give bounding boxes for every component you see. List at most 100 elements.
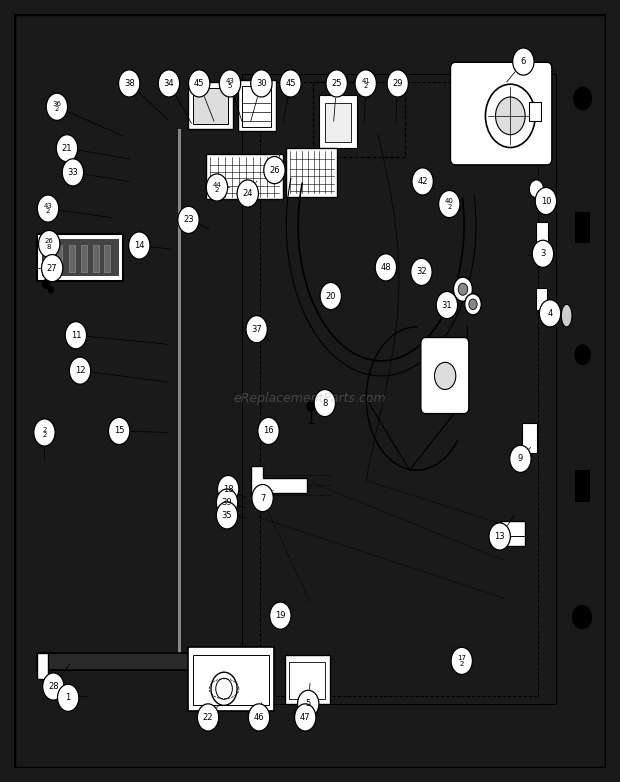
Circle shape	[188, 70, 210, 97]
Text: 36
2: 36 2	[53, 101, 61, 113]
Circle shape	[436, 292, 458, 318]
Text: 27: 27	[47, 264, 58, 273]
Circle shape	[387, 70, 409, 97]
Text: 42: 42	[417, 177, 428, 186]
Text: 32: 32	[416, 267, 427, 276]
Text: 33: 33	[68, 168, 78, 177]
Text: 43
2: 43 2	[43, 203, 53, 214]
Circle shape	[485, 84, 535, 148]
Circle shape	[573, 605, 592, 630]
Text: 45: 45	[194, 79, 205, 88]
Circle shape	[249, 704, 270, 731]
Circle shape	[533, 240, 554, 267]
Text: 21: 21	[62, 144, 73, 152]
Bar	[193, 88, 228, 124]
Text: 2
2: 2 2	[42, 427, 46, 438]
Circle shape	[539, 300, 560, 327]
Text: 43
5: 43 5	[226, 77, 234, 89]
Circle shape	[252, 485, 273, 511]
FancyBboxPatch shape	[451, 63, 552, 165]
Text: 7: 7	[260, 493, 265, 503]
Circle shape	[535, 188, 557, 214]
Circle shape	[158, 70, 180, 97]
FancyBboxPatch shape	[421, 338, 469, 414]
Circle shape	[465, 294, 481, 315]
Bar	[325, 103, 352, 142]
Circle shape	[510, 445, 531, 472]
Circle shape	[469, 299, 477, 310]
Ellipse shape	[561, 304, 572, 327]
Bar	[37, 234, 123, 281]
Circle shape	[537, 254, 542, 260]
Circle shape	[320, 282, 342, 310]
Bar	[37, 653, 48, 679]
Bar	[172, 129, 179, 656]
Text: 10: 10	[541, 196, 551, 206]
Text: 24: 24	[242, 189, 253, 198]
Text: 31: 31	[441, 300, 452, 310]
Circle shape	[56, 135, 78, 162]
Text: 16: 16	[264, 426, 274, 436]
Text: 26: 26	[269, 166, 280, 174]
Circle shape	[375, 254, 397, 281]
Circle shape	[246, 316, 267, 343]
Circle shape	[250, 70, 272, 97]
Text: 22: 22	[203, 713, 213, 722]
Text: 6: 6	[521, 57, 526, 66]
Text: 37: 37	[251, 325, 262, 334]
Circle shape	[270, 602, 291, 630]
Text: 38: 38	[124, 79, 135, 88]
Bar	[206, 153, 283, 199]
Circle shape	[438, 191, 460, 217]
Circle shape	[453, 277, 472, 301]
Circle shape	[216, 502, 237, 529]
Bar	[501, 522, 525, 546]
Bar	[286, 148, 337, 196]
Text: 30: 30	[256, 79, 267, 88]
Text: 40
2: 40 2	[445, 199, 454, 210]
Text: 29: 29	[392, 79, 403, 88]
Bar	[42, 239, 119, 276]
Bar	[285, 655, 330, 704]
Circle shape	[294, 704, 316, 731]
Circle shape	[489, 523, 510, 550]
Bar	[313, 82, 405, 157]
Text: 28: 28	[48, 682, 59, 691]
Circle shape	[43, 279, 50, 289]
Text: 35: 35	[222, 511, 232, 520]
Circle shape	[572, 605, 591, 630]
Circle shape	[62, 159, 84, 186]
Circle shape	[458, 283, 467, 296]
Circle shape	[128, 232, 150, 259]
Circle shape	[495, 97, 525, 135]
Bar	[257, 653, 267, 679]
Bar	[69, 245, 75, 272]
Bar	[188, 82, 233, 129]
Bar	[575, 470, 590, 502]
Bar	[188, 647, 275, 712]
Circle shape	[435, 362, 456, 389]
Bar	[104, 245, 110, 272]
Circle shape	[34, 419, 55, 446]
Circle shape	[65, 321, 87, 349]
Circle shape	[258, 418, 279, 444]
Circle shape	[237, 180, 259, 207]
Text: eReplacementParts.com: eReplacementParts.com	[234, 392, 386, 405]
Text: 41
2: 41 2	[361, 77, 370, 89]
Bar	[260, 82, 538, 696]
Circle shape	[307, 401, 316, 411]
Bar	[237, 80, 277, 131]
Text: 8: 8	[322, 399, 327, 407]
Circle shape	[38, 231, 60, 257]
Circle shape	[211, 673, 237, 705]
Text: 48: 48	[381, 263, 391, 272]
Circle shape	[69, 357, 91, 384]
Circle shape	[42, 255, 63, 282]
Circle shape	[43, 673, 64, 700]
Bar	[319, 95, 357, 149]
Circle shape	[58, 684, 79, 712]
Text: 14: 14	[134, 241, 144, 250]
Text: 12: 12	[75, 366, 86, 375]
Bar	[93, 245, 99, 272]
Circle shape	[513, 48, 534, 75]
